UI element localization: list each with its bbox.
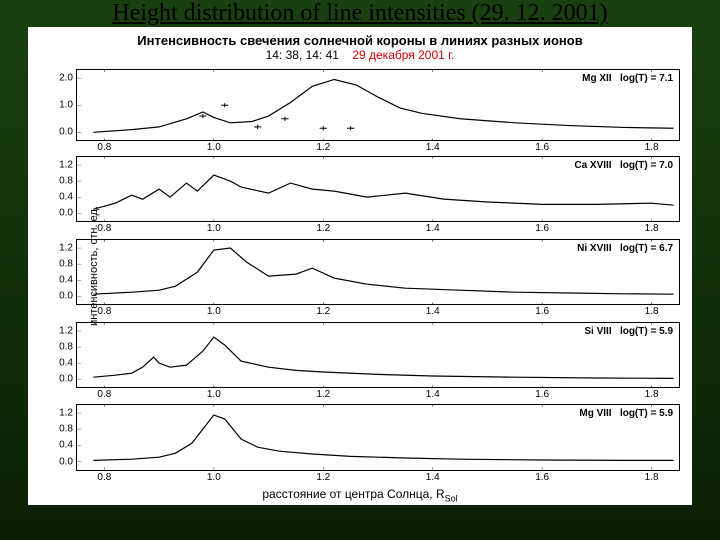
x-tick: 1.8 (645, 470, 659, 483)
x-tick: 1.0 (207, 140, 221, 153)
x-tick: 1.6 (535, 470, 549, 483)
x-tick: 1.2 (316, 140, 330, 153)
x-tick: 1.8 (645, 304, 659, 317)
y-tick: 0.0 (59, 127, 77, 138)
y-tick: 0.0 (59, 373, 77, 384)
panel-ca-xviii: Ca XVIII log(T) = 7.00.00.40.81.20.81.01… (76, 156, 680, 222)
x-tick: 1.8 (645, 387, 659, 400)
y-tick: 0.0 (59, 456, 77, 467)
chart-area: Интенсивность свечения солнечной короны … (28, 27, 692, 505)
subtitle-time: 14: 38, 14: 41 (266, 48, 339, 62)
x-tick: 1.0 (207, 304, 221, 317)
panel-ni-xviii: Ni XVIII log(T) = 6.70.00.40.81.20.81.01… (76, 239, 680, 305)
x-tick: 0.8 (97, 387, 111, 400)
y-tick: 0.8 (59, 424, 77, 435)
x-tick: 1.0 (207, 221, 221, 234)
x-axis-label: расстояние от центра Солнца, RSol (28, 487, 692, 503)
panels-container: Mg XII log(T) = 7.10.01.02.00.81.01.21.4… (76, 69, 680, 483)
x-tick: 0.8 (97, 221, 111, 234)
x-tick: 0.8 (97, 140, 111, 153)
x-tick: 1.2 (316, 304, 330, 317)
y-tick: 1.2 (59, 242, 77, 253)
x-tick: 1.0 (207, 470, 221, 483)
x-tick: 1.2 (316, 470, 330, 483)
x-tick: 1.4 (426, 221, 440, 234)
panel-label: Si VIII log(T) = 5.9 (584, 326, 673, 337)
y-tick: 0.8 (59, 341, 77, 352)
x-tick: 0.8 (97, 304, 111, 317)
panel-mg-viii: Mg VIII log(T) = 5.90.00.40.81.20.81.01.… (76, 404, 680, 470)
slide-title-bar: Height distribution of line intensities … (0, 0, 720, 27)
y-tick: 2.0 (59, 73, 77, 84)
x-tick: 1.4 (426, 304, 440, 317)
y-tick: 0.0 (59, 290, 77, 301)
y-tick: 0.4 (59, 274, 77, 285)
chart-title: Интенсивность свечения солнечной короны … (28, 27, 692, 48)
x-tick: 0.8 (97, 470, 111, 483)
x-tick: 1.6 (535, 387, 549, 400)
y-tick: 1.2 (59, 325, 77, 336)
x-tick: 1.8 (645, 221, 659, 234)
panel-mg-xii: Mg XII log(T) = 7.10.01.02.00.81.01.21.4… (76, 69, 680, 141)
panel-label: Ni XVIII log(T) = 6.7 (577, 243, 673, 254)
y-tick: 0.8 (59, 176, 77, 187)
y-tick: 0.4 (59, 192, 77, 203)
x-tick: 1.0 (207, 387, 221, 400)
x-tick: 1.6 (535, 304, 549, 317)
y-tick: 1.0 (59, 100, 77, 111)
y-tick: 0.4 (59, 357, 77, 368)
x-tick: 1.6 (535, 221, 549, 234)
subtitle-date: 29 декабря 2001 г. (352, 48, 454, 62)
y-tick: 1.2 (59, 408, 77, 419)
y-tick: 0.8 (59, 258, 77, 269)
x-tick: 1.8 (645, 140, 659, 153)
x-tick: 1.4 (426, 387, 440, 400)
panel-si-viii: Si VIII log(T) = 5.90.00.40.81.20.81.01.… (76, 322, 680, 388)
panel-label: Ca XVIII log(T) = 7.0 (574, 160, 673, 171)
panel-label: Mg VIII log(T) = 5.9 (579, 408, 673, 419)
y-tick: 1.2 (59, 159, 77, 170)
x-tick: 1.6 (535, 140, 549, 153)
x-tick: 1.2 (316, 221, 330, 234)
x-tick: 1.4 (426, 140, 440, 153)
chart-subtitle: 14: 38, 14: 41 29 декабря 2001 г. (28, 48, 692, 66)
x-tick: 1.4 (426, 470, 440, 483)
x-tick: 1.2 (316, 387, 330, 400)
y-tick: 0.4 (59, 440, 77, 451)
panel-label: Mg XII log(T) = 7.1 (582, 73, 673, 84)
slide-title: Height distribution of line intensities … (110, 0, 609, 27)
y-tick: 0.0 (59, 208, 77, 219)
